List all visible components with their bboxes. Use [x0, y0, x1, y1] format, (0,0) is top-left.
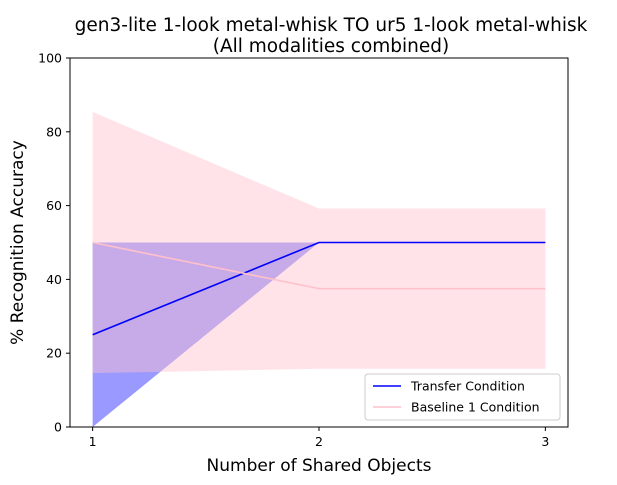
- series-0-line: [92, 241, 546, 336]
- chart-title: gen3-lite 1-look metal-whisk TO ur5 1-lo…: [75, 15, 588, 36]
- y-tick-label: 60: [46, 198, 62, 213]
- y-tick-label: 40: [46, 272, 62, 287]
- series-lines: [92, 241, 546, 336]
- x-tick-label: 2: [315, 434, 323, 449]
- y-axis-label: % Recognition Accuracy: [8, 140, 28, 345]
- y-axis: 0 20 40 60 80 100: [38, 51, 70, 435]
- y-tick-label: 0: [54, 420, 62, 435]
- y-tick-label: 20: [46, 346, 62, 361]
- series-1-line: [92, 241, 546, 290]
- legend-label: Transfer Condition: [410, 379, 525, 394]
- chart-subtitle: (All modalities combined): [213, 36, 450, 57]
- legend-box: [364, 373, 561, 421]
- legend: Transfer Condition Baseline 1 Condition: [364, 373, 561, 421]
- x-tick-label: 3: [541, 434, 549, 449]
- x-tick-label: 1: [89, 434, 97, 449]
- legend-label: Baseline 1 Condition: [411, 400, 540, 415]
- x-axis: 1 2 3: [89, 427, 549, 449]
- y-tick-label: 100: [38, 51, 62, 66]
- y-tick-label: 80: [46, 124, 62, 139]
- x-axis-label: Number of Shared Objects: [207, 456, 432, 476]
